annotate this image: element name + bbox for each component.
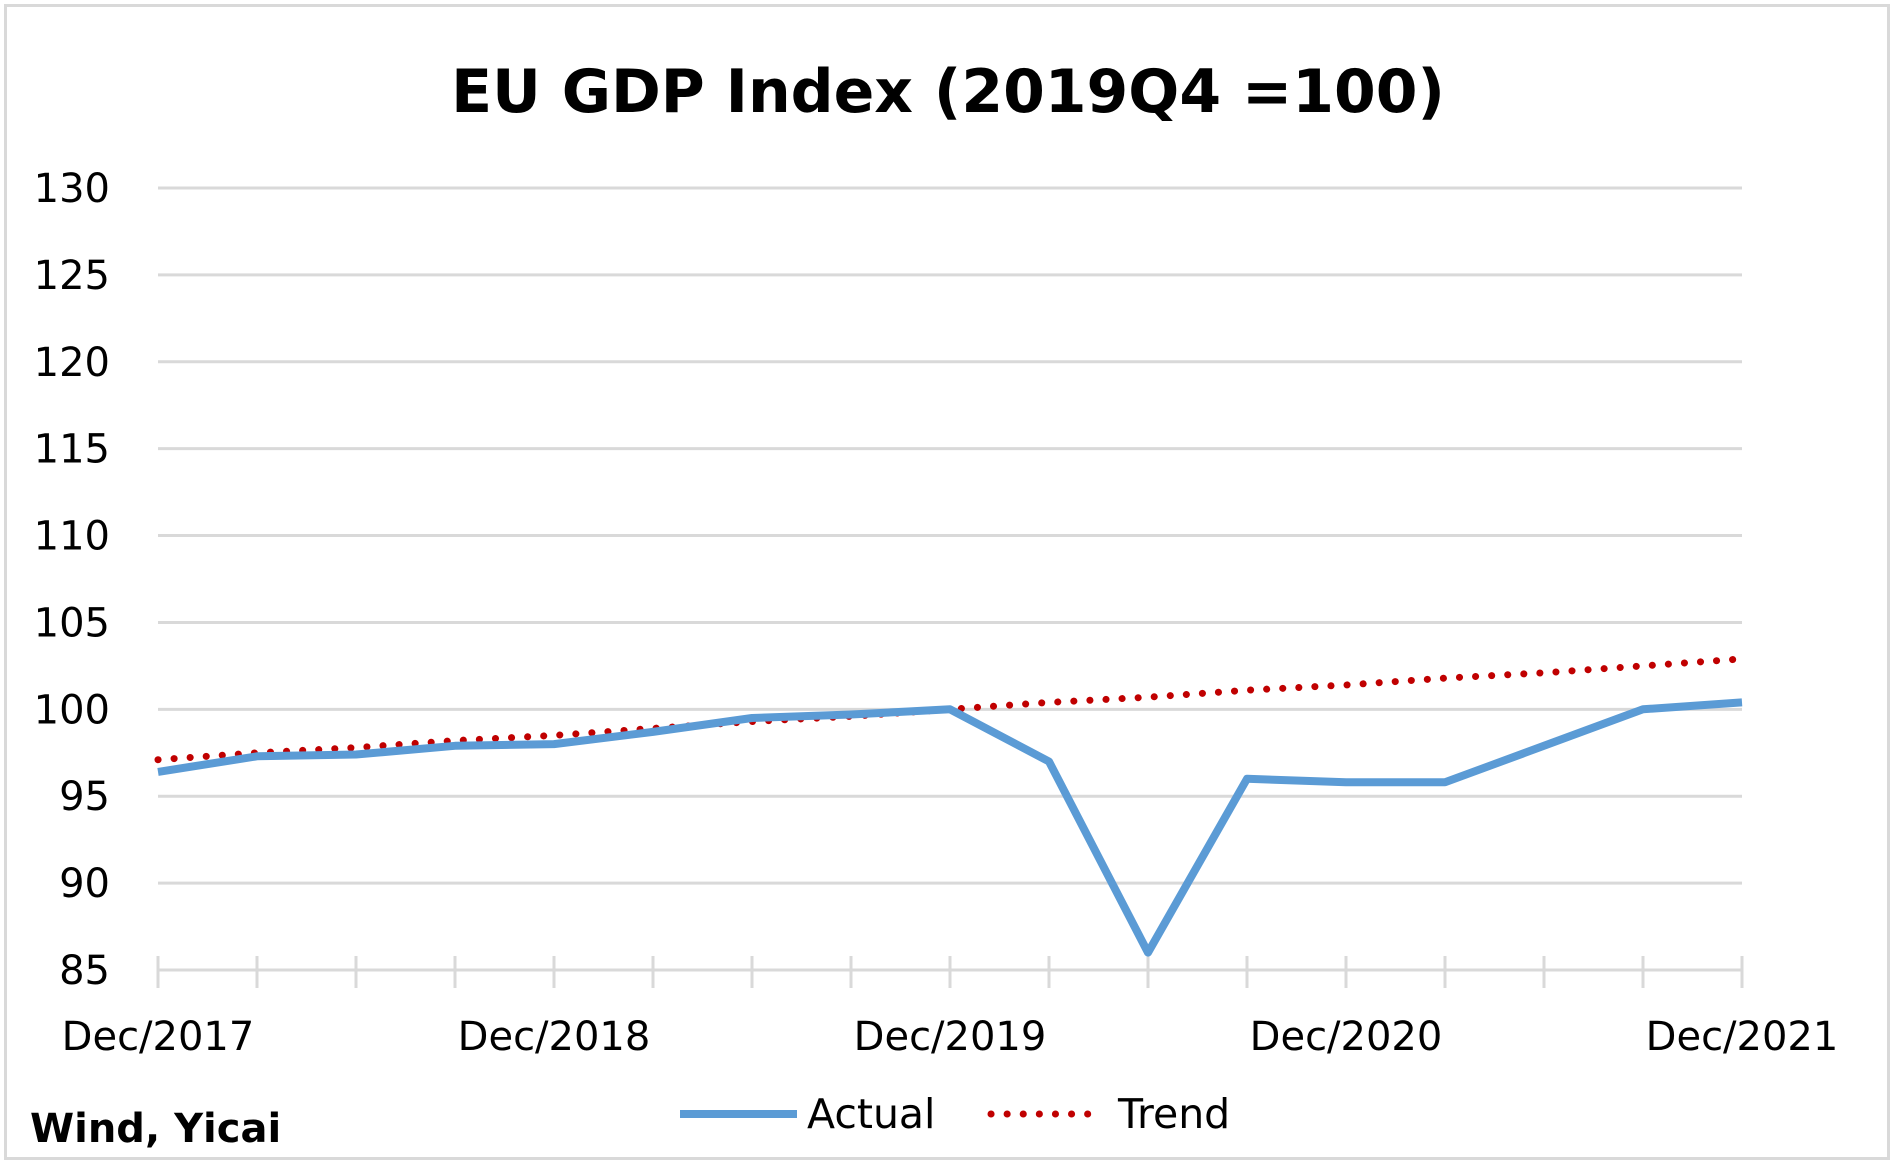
x-tick-label: Dec/2018 [458, 1014, 651, 1060]
y-tick-label: 120 [34, 340, 110, 386]
x-tick-label: Dec/2019 [854, 1014, 1047, 1060]
series-line-actual [157, 698, 1743, 957]
legend-label-actual: Actual [807, 1090, 935, 1138]
y-tick-label: 110 [34, 514, 110, 560]
y-tick-label: 100 [34, 687, 110, 733]
y-tick-label: 125 [34, 253, 110, 299]
x-axis [156, 956, 1744, 988]
y-tick-label: 105 [34, 600, 110, 646]
y-axis-tick-labels: 130 125 120 115 110 105 100 95 90 85 [34, 166, 110, 994]
gridlines [158, 186, 1742, 885]
y-tick-label: 115 [34, 427, 110, 473]
series-lines [154, 655, 1746, 957]
y-tick-label: 95 [59, 774, 110, 820]
legend-label-trend: Trend [1117, 1090, 1230, 1138]
series-line-trend [154, 655, 1746, 764]
y-tick-label: 85 [59, 948, 110, 994]
y-tick-label: 90 [59, 861, 110, 907]
y-tick-label: 130 [34, 166, 110, 212]
source-note: Wind, Yicai [30, 1106, 281, 1152]
legend: Actual Trend [680, 1090, 1230, 1138]
x-tick-label: Dec/2020 [1250, 1014, 1443, 1060]
chart-title: EU GDP Index (2019Q4 =100) [451, 57, 1445, 127]
chart-frame [4, 4, 1890, 1160]
x-tick-label: Dec/2021 [1646, 1014, 1839, 1060]
x-axis-tick-labels: Dec/2017 Dec/2018 Dec/2019 Dec/2020 Dec/2021 [62, 1014, 1839, 1060]
x-tick-label: Dec/2017 [62, 1014, 255, 1060]
